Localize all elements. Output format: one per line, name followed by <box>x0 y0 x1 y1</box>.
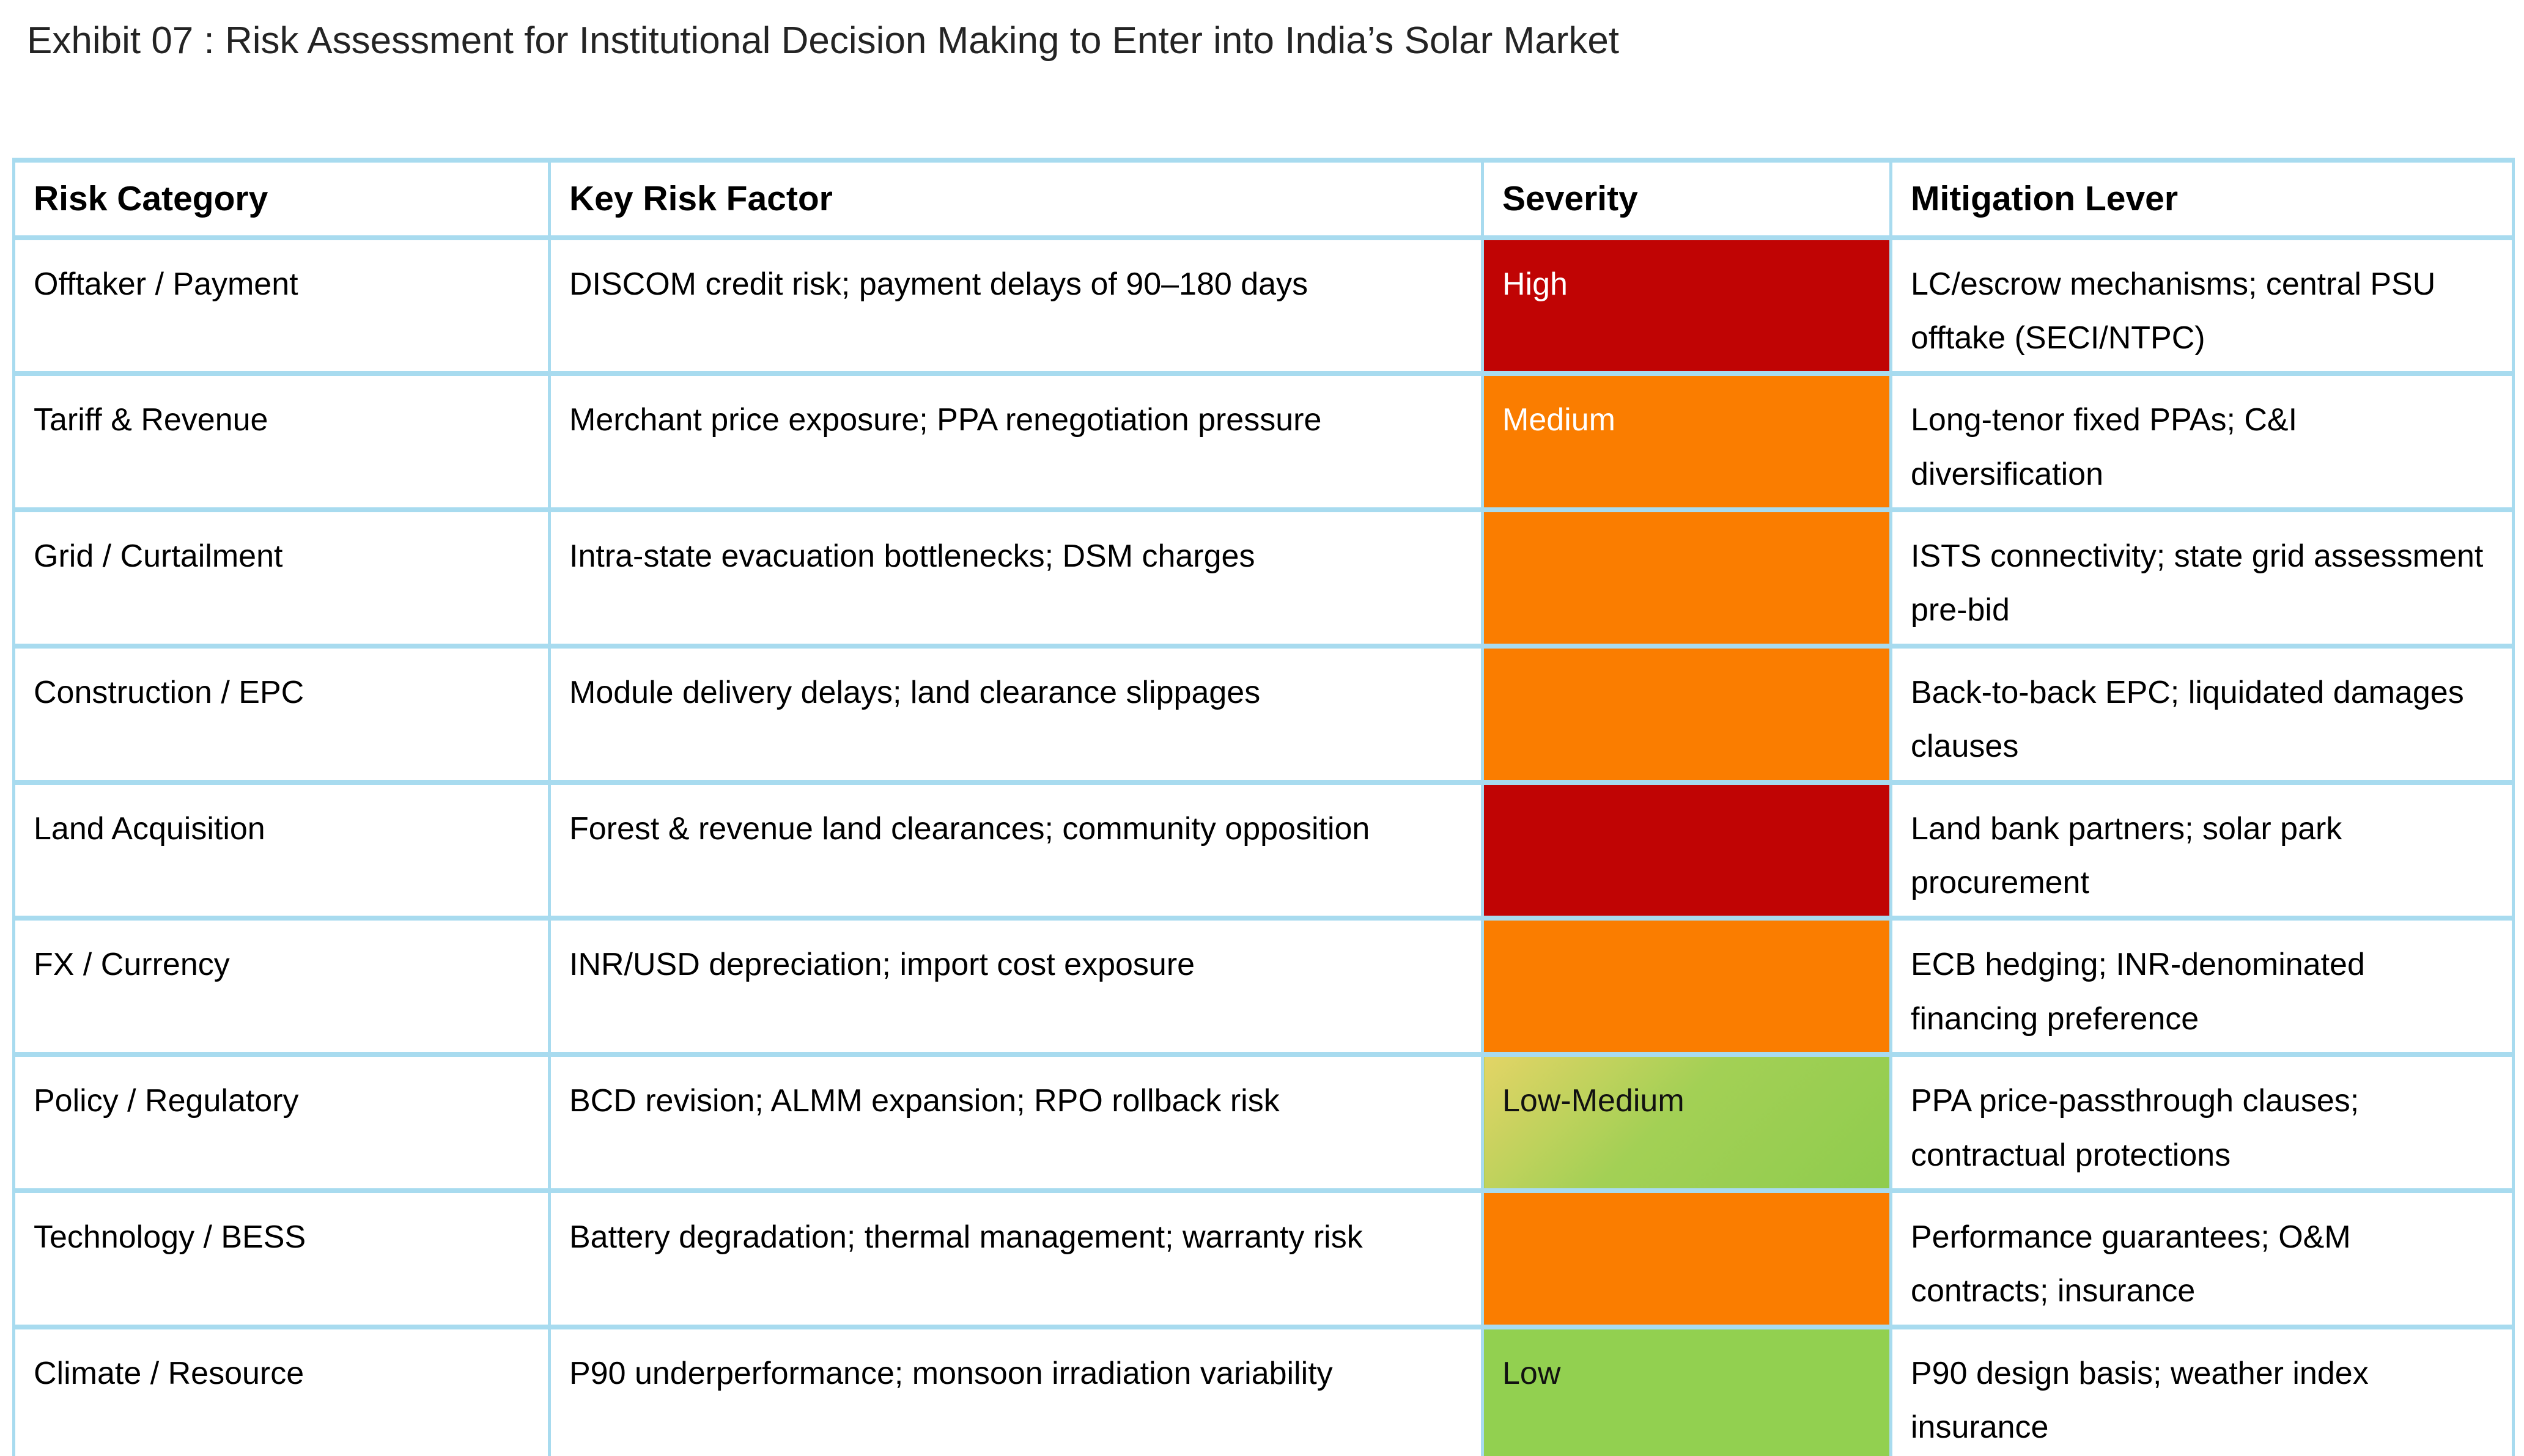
severity-cell <box>1481 507 1892 649</box>
severity-label: High <box>1502 266 1568 302</box>
key-risk-factor-cell: DISCOM credit risk; payment delays of 90… <box>548 235 1484 377</box>
key-risk-factor-cell: BCD revision; ALMM expansion; RPO rollba… <box>548 1052 1484 1193</box>
risk-category-cell: Construction / EPC <box>12 643 551 785</box>
risk-category-cell: Climate / Resource <box>12 1324 551 1456</box>
mitigation-lever-cell: ECB hedging; INR-denominated financing p… <box>1889 916 2515 1057</box>
key-risk-factor-cell: INR/USD depreciation; import cost exposu… <box>548 916 1484 1057</box>
key-risk-factor-cell: Battery degradation; thermal management;… <box>548 1188 1484 1329</box>
risk-category-cell: FX / Currency <box>12 916 551 1057</box>
risk-category-cell: Technology / BESS <box>12 1188 551 1329</box>
severity-cell: Low-Medium <box>1481 1052 1892 1193</box>
severity-cell <box>1481 1188 1892 1329</box>
severity-cell <box>1481 779 1892 921</box>
key-risk-factor-cell: Forest & revenue land clearances; commun… <box>548 779 1484 921</box>
severity-cell: High <box>1481 235 1892 377</box>
table-row: Construction / EPC Module delivery delay… <box>12 643 2515 785</box>
table-row: Technology / BESS Battery degradation; t… <box>12 1188 2515 1329</box>
key-risk-factor-cell: Merchant price exposure; PPA renegotiati… <box>548 371 1484 513</box>
column-header-mitigation-lever: Mitigation Lever <box>1889 157 2515 240</box>
column-header-risk-category: Risk Category <box>12 157 551 240</box>
mitigation-lever-cell: Performance guarantees; O&M contracts; i… <box>1889 1188 2515 1329</box>
mitigation-lever-cell: PPA price-passthrough clauses; contractu… <box>1889 1052 2515 1193</box>
table-row: Grid / Curtailment Intra-state evacuatio… <box>12 507 2515 649</box>
table-row: FX / Currency INR/USD depreciation; impo… <box>12 916 2515 1057</box>
severity-label: Low-Medium <box>1502 1083 1685 1119</box>
severity-cell <box>1481 916 1892 1057</box>
column-header-key-risk-factor: Key Risk Factor <box>548 157 1484 240</box>
risk-category-cell: Policy / Regulatory <box>12 1052 551 1193</box>
table-row: Policy / Regulatory BCD revision; ALMM e… <box>12 1052 2515 1193</box>
table-row: Climate / Resource P90 underperformance;… <box>12 1324 2515 1456</box>
table-body: Offtaker / Payment DISCOM credit risk; p… <box>12 235 2515 1456</box>
page-title: Exhibit 07 : Risk Assessment for Institu… <box>27 20 1620 62</box>
risk-category-cell: Offtaker / Payment <box>12 235 551 377</box>
risk-assessment-table: Risk Category Key Risk Factor Severity M… <box>12 157 2515 1456</box>
mitigation-lever-cell: P90 design basis; weather index insuranc… <box>1889 1324 2515 1456</box>
table-row: Land Acquisition Forest & revenue land c… <box>12 779 2515 921</box>
severity-cell <box>1481 643 1892 785</box>
mitigation-lever-cell: Land bank partners; solar park procureme… <box>1889 779 2515 921</box>
column-header-severity: Severity <box>1481 157 1892 240</box>
key-risk-factor-cell: Module delivery delays; land clearance s… <box>548 643 1484 785</box>
key-risk-factor-cell: Intra-state evacuation bottlenecks; DSM … <box>548 507 1484 649</box>
risk-category-cell: Tariff & Revenue <box>12 371 551 513</box>
mitigation-lever-cell: ISTS connectivity; state grid assessment… <box>1889 507 2515 649</box>
risk-category-cell: Land Acquisition <box>12 779 551 921</box>
table-header: Risk Category Key Risk Factor Severity M… <box>12 157 2515 240</box>
mitigation-lever-cell: LC/escrow mechanisms; central PSU offtak… <box>1889 235 2515 377</box>
mitigation-lever-cell: Long-tenor fixed PPAs; C&I diversificati… <box>1889 371 2515 513</box>
table-row: Tariff & Revenue Merchant price exposure… <box>12 371 2515 513</box>
header-row: Risk Category Key Risk Factor Severity M… <box>12 157 2515 240</box>
table-row: Offtaker / Payment DISCOM credit risk; p… <box>12 235 2515 377</box>
severity-cell: Low <box>1481 1324 1892 1456</box>
risk-category-cell: Grid / Curtailment <box>12 507 551 649</box>
severity-label: Medium <box>1502 402 1615 438</box>
mitigation-lever-cell: Back-to-back EPC; liquidated damages cla… <box>1889 643 2515 785</box>
severity-label: Low <box>1502 1355 1561 1391</box>
severity-cell: Medium <box>1481 371 1892 513</box>
key-risk-factor-cell: P90 underperformance; monsoon irradiatio… <box>548 1324 1484 1456</box>
